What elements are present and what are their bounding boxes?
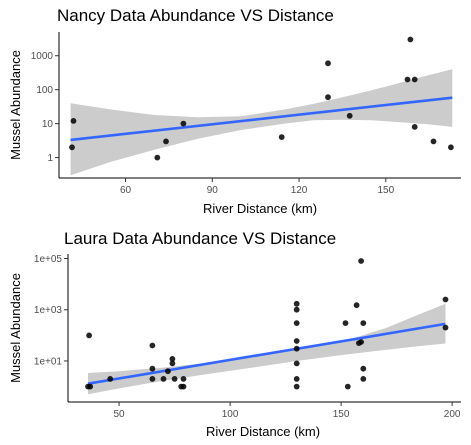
data-point — [353, 302, 360, 309]
data-point — [293, 383, 300, 390]
data-point — [293, 306, 300, 313]
laura-x-axis-label: River Distance (km) — [206, 424, 320, 439]
nancy-x-ticks: 60 90 120 150 — [120, 178, 395, 196]
data-point — [171, 376, 178, 382]
nancy-y-ticks: 1 10 100 1000 — [31, 51, 59, 164]
nancy-confidence-band — [70, 69, 453, 176]
data-point — [346, 112, 353, 119]
data-point — [360, 376, 367, 382]
laura-confidence-band — [88, 303, 446, 395]
nancy-chart-title: Nancy Data Abundance VS Distance — [57, 6, 334, 25]
data-point — [325, 60, 331, 67]
data-point — [87, 383, 94, 390]
data-point — [69, 144, 75, 151]
laura-confidence-band-layer — [88, 303, 446, 395]
y-tick-label: 1000 — [31, 51, 54, 62]
laura-x-ticks: 50 100 150 200 — [114, 402, 461, 420]
data-point — [442, 324, 449, 331]
data-point — [411, 124, 418, 130]
data-point — [149, 365, 156, 372]
nancy-fit-layer — [70, 96, 453, 142]
y-tick-label: 100 — [36, 85, 53, 96]
data-point — [278, 134, 285, 141]
data-point — [149, 376, 156, 382]
x-tick-label: 50 — [114, 409, 126, 420]
nancy-chart-panel: Nancy Data Abundance VS Distance 60 90 120… — [8, 6, 461, 216]
data-point — [86, 332, 92, 339]
data-point — [448, 144, 454, 151]
y-tick-label: 1e+03 — [34, 305, 63, 316]
x-tick-label: 100 — [222, 409, 239, 420]
laura-fit-line — [87, 322, 446, 385]
nancy-confidence-band-layer — [70, 69, 453, 176]
data-point — [169, 360, 176, 367]
data-point — [180, 120, 187, 127]
data-point — [325, 94, 331, 101]
x-tick-label: 120 — [291, 185, 308, 196]
x-tick-label: 150 — [377, 185, 394, 196]
data-point — [180, 376, 187, 382]
data-point — [360, 365, 367, 372]
data-point — [163, 138, 169, 145]
data-point — [169, 356, 176, 362]
laura-chart-panel: Laura Data Abundance VS Distance 50 100 15… — [8, 229, 461, 439]
data-point — [293, 300, 300, 307]
data-point — [360, 320, 367, 326]
data-point — [293, 338, 300, 344]
data-point — [358, 258, 364, 264]
laura-y-ticks: 1e+01 1e+03 1e+05 — [34, 254, 68, 367]
data-point — [154, 154, 161, 161]
data-point — [149, 342, 156, 349]
data-point — [293, 320, 300, 326]
data-point — [358, 339, 364, 345]
data-point — [293, 345, 300, 352]
y-tick-label: 1e+05 — [34, 254, 63, 265]
y-tick-label: 1 — [47, 153, 53, 164]
data-point — [344, 383, 351, 390]
x-tick-label: 200 — [444, 409, 461, 420]
data-point — [160, 376, 167, 382]
data-point — [107, 376, 114, 382]
laura-fit-layer — [87, 322, 446, 385]
data-point — [293, 360, 300, 367]
data-point — [404, 76, 411, 83]
data-point — [342, 320, 349, 326]
nancy-points-layer — [69, 36, 454, 161]
data-point — [411, 76, 418, 83]
laura-chart-title: Laura Data Abundance VS Distance — [64, 229, 336, 248]
y-tick-label: 1e+01 — [34, 356, 63, 367]
x-tick-label: 90 — [207, 185, 219, 196]
nancy-y-axis-label: Mussel Abundance — [8, 50, 23, 160]
laura-y-axis-label: Mussel Abundance — [8, 273, 23, 383]
data-point — [442, 296, 449, 303]
data-point — [293, 376, 300, 382]
data-point — [180, 383, 187, 390]
laura-points-layer — [85, 258, 449, 390]
data-point — [430, 138, 437, 145]
data-point — [407, 36, 414, 43]
data-point — [165, 368, 171, 375]
nancy-fit-line — [70, 96, 453, 142]
nancy-x-axis-label: River Distance (km) — [203, 201, 317, 216]
y-tick-label: 10 — [42, 119, 54, 130]
data-point — [70, 118, 77, 124]
x-tick-label: 60 — [120, 185, 132, 196]
x-tick-label: 150 — [333, 409, 350, 420]
